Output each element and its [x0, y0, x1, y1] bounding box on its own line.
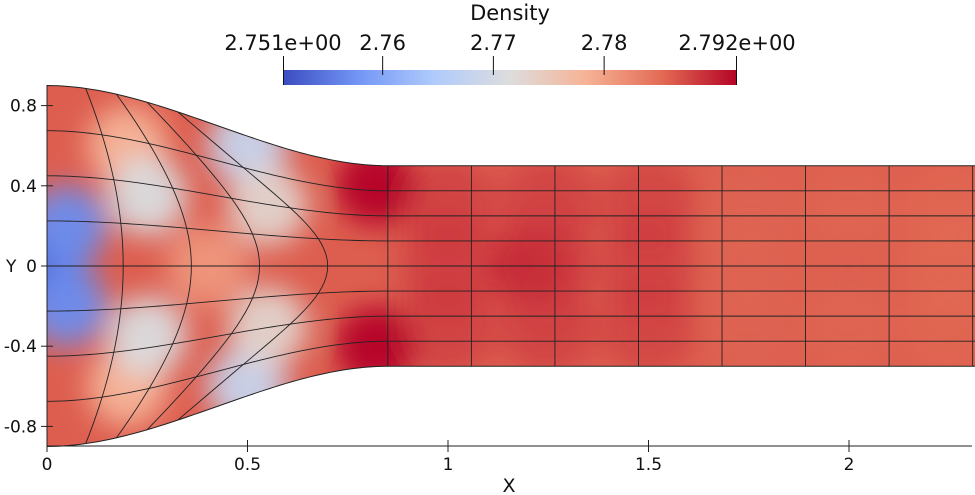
colorbar-ticks: 2.76 2.77 2.78	[359, 31, 628, 75]
x-axis: 00.511.522.533.544.5 X	[42, 440, 972, 495]
field-fill	[600, 157, 697, 254]
mesh-line	[46, 290, 975, 312]
field-fill	[901, 157, 975, 254]
field-sample	[47, 266, 108, 347]
colorbar-tick-label: 2.76	[359, 31, 406, 55]
mesh-line	[46, 315, 975, 357]
colorbar-max-label: 2.792e+00	[678, 31, 795, 55]
field-sample	[227, 286, 308, 367]
colorbar: Density 2.751e+00 2.792e+00 2.76 2.77 2.78	[224, 1, 796, 85]
y-tick-label: 0.8	[10, 97, 37, 117]
y-tick-label: 0	[26, 257, 37, 277]
mesh-line	[46, 220, 975, 242]
y-axis-ticks: 0.8 0.4 0 -0.4 -0.8	[4, 97, 53, 437]
y-axis: 0.8 0.4 0 -0.4 -0.8 Y	[4, 97, 53, 437]
mesh-line	[46, 175, 975, 217]
colorbar-tick-label: 2.77	[470, 31, 517, 55]
mesh-line	[85, 88, 124, 444]
field-sample	[107, 155, 188, 236]
x-axis-label: X	[502, 475, 515, 495]
field-sample	[227, 165, 308, 246]
x-tick-label: 1	[443, 455, 454, 475]
field-sample	[47, 185, 108, 266]
colorbar-title: Density	[470, 1, 550, 25]
x-tick-label: 1.5	[635, 455, 662, 475]
x-tick-label: 0	[42, 455, 53, 475]
field-fill	[500, 157, 597, 254]
x-tick-label: 2	[844, 455, 855, 475]
field-fill	[400, 157, 496, 254]
colorbar-min-label: 2.751e+00	[224, 31, 341, 55]
field-fill	[700, 157, 797, 254]
domain-outline	[46, 85, 975, 447]
y-tick-label: -0.8	[4, 417, 37, 437]
y-tick-label: -0.4	[4, 337, 37, 357]
colorbar-gradient	[283, 70, 737, 85]
mesh-line	[177, 111, 329, 421]
y-axis-label: Y	[5, 257, 17, 277]
x-axis-ticks: 00.511.522.533.544.5	[42, 440, 855, 475]
field-sample	[107, 296, 188, 377]
mesh-grid	[46, 88, 975, 444]
mesh-line	[46, 130, 975, 192]
colorbar-tick-label: 2.78	[581, 31, 628, 55]
field-fill	[801, 157, 897, 254]
mesh-line	[146, 101, 260, 431]
y-tick-label: 0.4	[10, 177, 37, 197]
x-tick-label: 0.5	[234, 455, 261, 475]
mesh-line	[116, 93, 192, 439]
mesh-line	[46, 340, 975, 402]
